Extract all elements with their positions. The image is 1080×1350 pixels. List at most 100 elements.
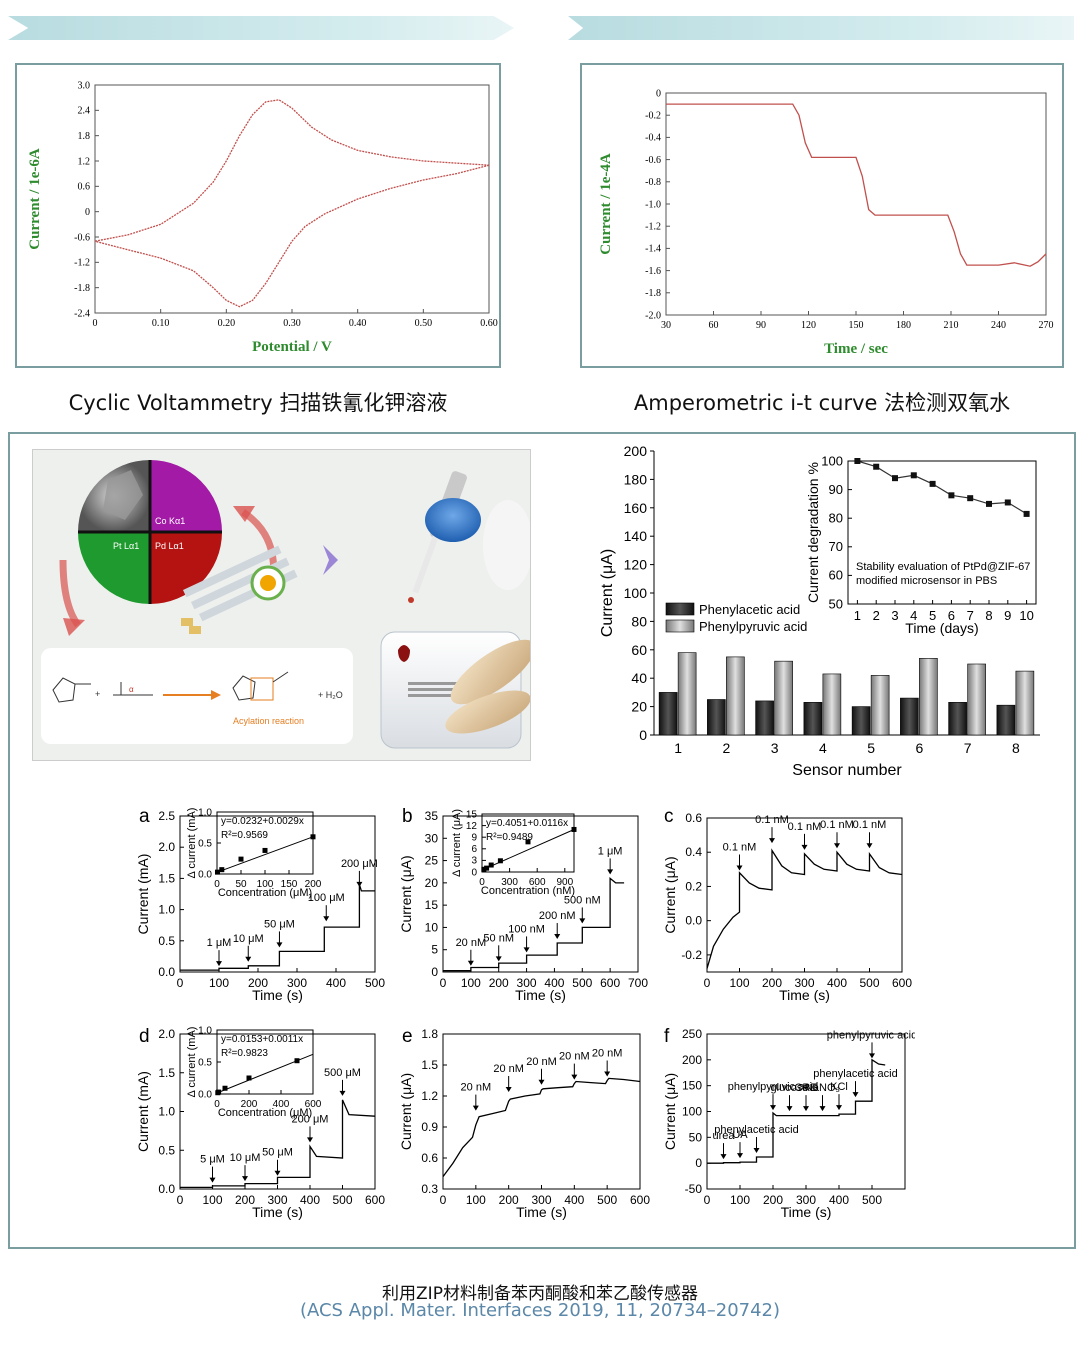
x-tick-label: 60 — [709, 320, 719, 331]
step-annotation: KCl — [830, 1081, 848, 1093]
y-tick-label: 60 — [631, 642, 647, 658]
plot-frame — [94, 84, 490, 314]
x-tick-label: 500 — [572, 976, 592, 990]
svg-text:α: α — [129, 685, 134, 694]
plot-frame — [442, 815, 639, 973]
map-label-pt: Pt Lα1 — [113, 541, 139, 551]
x-tick-label: 150 — [281, 879, 298, 890]
inset-note: Stability evaluation of PtPd@ZIF-67 — [856, 561, 1030, 573]
step-annotation: NaNO₃ — [805, 1082, 840, 1094]
y-tick-label: -0.2 — [681, 948, 702, 962]
arrow-head — [803, 1106, 809, 1112]
y-tick-label: 10 — [425, 920, 439, 934]
inset-point — [873, 463, 880, 470]
step-annotation: 200 μM — [292, 1113, 329, 1125]
x-tick-label: 200 — [305, 879, 322, 890]
x-axis-label: Time (s) — [779, 987, 830, 1003]
x-tick-label: 0 — [440, 1193, 447, 1207]
bar-phenylpyruvic — [967, 663, 986, 736]
step-annotation: CRE — [794, 1082, 817, 1094]
y-tick-label: 1.2 — [78, 156, 91, 167]
cv-chart-panel: 0 0.10 0.20 0.30 0.40 0.50 0.60 -2.4 -1.8 -1.2 -0.… — [15, 63, 501, 368]
map-label-co: Co Kα1 — [155, 516, 185, 526]
step-annotation: 10 μM — [233, 933, 264, 945]
plot-frame — [481, 813, 575, 873]
y-tick-label: 100 — [821, 453, 843, 468]
x-tick-label: 300 — [287, 976, 307, 990]
arrow-head — [769, 838, 775, 844]
y-tick-label: 70 — [829, 539, 843, 554]
x-axis-label: Time (s) — [252, 987, 303, 1003]
y-tick-label: 0.0 — [685, 914, 702, 928]
panel-c-chart: 0 100 200 300 400 500 600 -0.2 0.0 0.2 0.4 0.6 Time … — [662, 806, 912, 1003]
y-tick-label: -0.4 — [645, 133, 661, 144]
x-tick-label: 300 — [796, 1193, 816, 1207]
y-tick-label: -0.8 — [645, 177, 661, 188]
fit-r2: R²=0.9569 — [221, 830, 268, 841]
x-axis-label: Time / sec — [824, 341, 888, 357]
inset-point — [571, 826, 577, 832]
y-axis-label: Current (μA) — [662, 1073, 678, 1150]
map-label-pd: Pd Lα1 — [155, 541, 184, 551]
arrow-head — [770, 1105, 776, 1111]
water-label: + H₂O — [318, 690, 343, 700]
x-tick-label: 500 — [365, 976, 385, 990]
x-tick-label: 900 — [556, 877, 573, 888]
arrow-head — [276, 942, 283, 948]
panel-letter: f — [664, 1026, 670, 1047]
y-tick-label: 80 — [829, 511, 843, 526]
inset-point — [488, 862, 494, 868]
step-annotation: 20 nM — [493, 1063, 524, 1075]
y-tick-label: 15 — [466, 809, 478, 820]
bar-phenylacetic — [948, 702, 967, 736]
x-tick-label: 0.20 — [218, 318, 236, 329]
it-caption: Amperometric i-t curve 法检测双氧水 — [633, 391, 1011, 415]
step-annotation: 10 μM — [230, 1152, 261, 1164]
step-annotation: 50 nM — [483, 932, 514, 944]
bar-phenylpyruvic — [822, 673, 842, 736]
y-tick-label: 1.0 — [158, 903, 175, 917]
arrow-head — [242, 1176, 248, 1182]
step-annotation: 50 μM — [264, 918, 295, 930]
inset-point — [948, 492, 955, 499]
step-annotation: phenylpyruvic acid — [728, 1081, 819, 1093]
y-tick-label: 1.8 — [78, 131, 91, 142]
arrow-head — [836, 1105, 842, 1111]
y-tick-label: 30 — [425, 831, 439, 845]
x-tick-label: 3 — [891, 608, 898, 623]
x-axis-label: Concentration (μM) — [218, 1107, 312, 1119]
y-tick-label: 0.2 — [685, 879, 702, 893]
arrow-head — [571, 1074, 578, 1080]
footer-citation: (ACS Appl. Mater. Interfaces 2019, 11, 2… — [299, 1300, 781, 1321]
y-tick-label: 1.0 — [198, 1025, 212, 1036]
legend-label: Phenylpyruvic acid — [699, 619, 807, 634]
y-axis-label: Current (mA) — [135, 854, 151, 935]
y-tick-label: 150 — [682, 1079, 702, 1093]
y-tick-label: 0.5 — [158, 934, 175, 948]
step-annotation: phenylpyruvic acid — [827, 1029, 915, 1041]
plot-frame — [847, 460, 1037, 605]
arrow-head — [245, 956, 252, 962]
bar-phenylacetic — [900, 697, 919, 736]
step-annotation: 20 nM — [592, 1048, 623, 1060]
current-trace — [707, 1058, 886, 1164]
arrow-head — [307, 1137, 313, 1143]
x-axis-label: Time (s) — [515, 987, 566, 1003]
x-tick-label: 400 — [564, 1193, 584, 1207]
y-tick-label: -50 — [685, 1182, 703, 1196]
step-annotation: 5 μM — [200, 1154, 225, 1166]
bar-phenylacetic — [707, 699, 726, 736]
y-tick-label: 0 — [639, 727, 647, 743]
cv-curve — [94, 99, 490, 242]
step-annotation: 0.1 nM — [723, 841, 757, 853]
y-tick-label: 20 — [425, 876, 439, 890]
plot-frame — [706, 1033, 906, 1190]
legend-swatch — [665, 619, 695, 633]
x-tick-label: 400 — [326, 976, 346, 990]
fit-equation: y=0.0232+0.0029x — [221, 816, 304, 827]
sensor-schematic: Co Kα1 Pt Lα1 Pd Lα1 — [32, 449, 531, 761]
top-left-banner — [8, 16, 514, 40]
plot-frame — [665, 92, 1047, 316]
